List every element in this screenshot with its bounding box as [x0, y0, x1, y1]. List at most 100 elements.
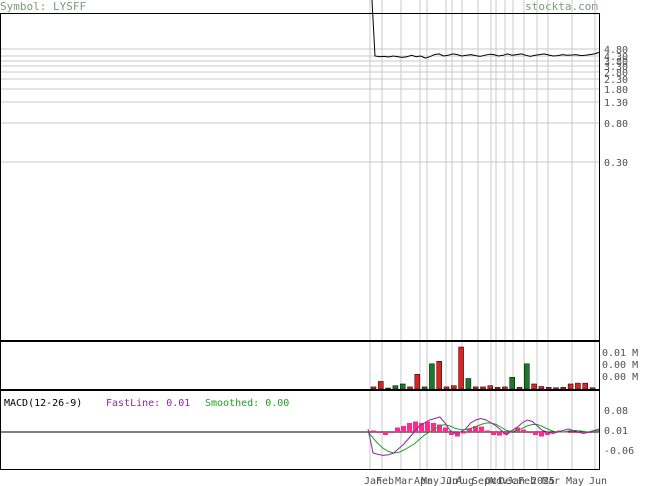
- macd-smooth-line: [367, 422, 600, 454]
- volume-bar: [553, 387, 559, 390]
- x-tick-label: Feb: [518, 476, 536, 486]
- volume-bar: [385, 387, 391, 390]
- macd-fast-line: [367, 416, 600, 456]
- macd-hist-bar: [551, 432, 556, 433]
- macd-smooth-label: Smoothed: 0.00: [205, 398, 289, 409]
- price-panel: 4.804.303.803.302.802.301.80 1.30 0.80 0.30: [371, 0, 628, 169]
- x-tick-label: Jan: [507, 476, 525, 486]
- price-tick-label: 4.30: [604, 52, 628, 63]
- macd-panel: MACD(12-26-9) FastLine: 0.01 Smoothed: 0.0…: [0, 398, 634, 457]
- macd-hist-bar: [473, 426, 478, 432]
- volume-bar: [465, 378, 472, 390]
- macd-hist-bar: [467, 428, 472, 432]
- volume-bar: [575, 382, 581, 390]
- x-tick-label: Dec: [499, 476, 517, 486]
- panel-frames: [0, 13, 600, 470]
- x-tick-label: Oct: [485, 476, 503, 486]
- volume-tick-label: 0.00 M: [602, 360, 638, 371]
- macd-frame: [0, 390, 600, 470]
- x-tick-label: Feb: [376, 476, 394, 486]
- macd-hist-bar: [503, 432, 508, 435]
- macd-hist-bar: [383, 432, 388, 435]
- macd-tick-label: 0.01: [604, 426, 628, 437]
- macd-hist-bar: [575, 432, 580, 433]
- macd-hist-bar: [437, 424, 442, 432]
- volume-bar: [589, 387, 596, 390]
- price-tick-label: 0.30: [604, 158, 628, 169]
- macd-hist-bar: [419, 423, 424, 432]
- macd-hist-bar: [479, 426, 484, 432]
- volume-bar: [443, 386, 450, 390]
- x-tick-label: Jun: [589, 476, 607, 486]
- macd-hist-bar: [545, 432, 550, 435]
- price-line: [371, 0, 600, 59]
- site-label: stockta.com: [525, 0, 598, 13]
- price-tick-label: 1.80: [604, 85, 628, 96]
- macd-hist-bar: [413, 421, 418, 432]
- x-tick-label: Jun: [440, 476, 458, 486]
- volume-bar: [370, 386, 377, 390]
- macd-hist-bar: [491, 432, 496, 435]
- macd-hist-bar: [425, 421, 430, 432]
- volume-bar: [509, 376, 515, 390]
- volume-panel: 0.01 M0.00 M0.00 M: [370, 346, 638, 390]
- volume-bar: [451, 385, 457, 390]
- price-tick-label: 4.80: [604, 45, 628, 56]
- macd-hist-bar: [539, 432, 544, 437]
- volume-bar: [567, 383, 574, 390]
- macd-hist-bar: [485, 430, 490, 432]
- grid-lines: [0, 0, 599, 470]
- macd-hist-bar: [389, 432, 394, 433]
- macd-hist-bar: [569, 432, 574, 433]
- volume-bar: [458, 346, 464, 390]
- x-tick-label: Mar: [542, 476, 560, 486]
- price-tick-label: 3.30: [604, 62, 628, 73]
- macd-hist-bar: [443, 427, 448, 432]
- x-tick-label: May: [566, 476, 584, 486]
- volume-bar: [524, 363, 530, 390]
- x-tick-label: Nov: [490, 476, 508, 486]
- price-tick-label: 2.80: [604, 68, 628, 79]
- volume-tick-label: 0.00 M: [602, 372, 638, 383]
- macd-hist-bar: [533, 432, 538, 435]
- volume-tick-label: 0.01 M: [602, 348, 638, 359]
- macd-hist-bar: [371, 430, 376, 432]
- volume-bar: [407, 386, 413, 390]
- volume-bar: [545, 387, 552, 390]
- macd-hist-bar: [497, 432, 502, 436]
- macd-tick-label: -0.06: [604, 446, 634, 457]
- volume-bar: [414, 374, 421, 390]
- price-tick-label: 0.80: [604, 119, 628, 130]
- macd-label: MACD(12-26-9): [4, 398, 82, 409]
- price-frame: [0, 13, 600, 341]
- volume-bar: [399, 383, 406, 390]
- macd-tick-label: 0.08: [604, 406, 628, 417]
- x-tick-label: Jan: [364, 476, 382, 486]
- x-tick-label: May: [421, 476, 439, 486]
- macd-hist-bar: [521, 429, 526, 432]
- macd-hist-bar: [407, 423, 412, 432]
- x-tick-label: 2025: [531, 476, 555, 486]
- volume-bar: [560, 387, 567, 390]
- x-tick-label: Sep: [472, 476, 490, 486]
- macd-hist-bar: [431, 423, 436, 432]
- volume-bar: [494, 387, 501, 390]
- x-tick-label: Apr: [414, 476, 432, 486]
- volume-bar: [480, 386, 486, 390]
- volume-bar: [429, 363, 435, 390]
- volume-bar: [378, 381, 384, 390]
- volume-bar: [392, 385, 399, 390]
- volume-bar: [421, 386, 428, 390]
- volume-bar: [472, 386, 479, 390]
- macd-hist-bar: [395, 427, 400, 432]
- macd-hist-bar: [587, 432, 592, 433]
- x-tick-label: Aug: [456, 476, 474, 486]
- symbol-label: Symbol: LYSFF: [0, 0, 87, 13]
- volume-bar: [538, 386, 545, 390]
- price-tick-label: 1.30: [604, 98, 628, 109]
- volume-bar: [516, 387, 523, 390]
- volume-bar: [436, 361, 442, 390]
- x-tick-label: Jul: [446, 476, 464, 486]
